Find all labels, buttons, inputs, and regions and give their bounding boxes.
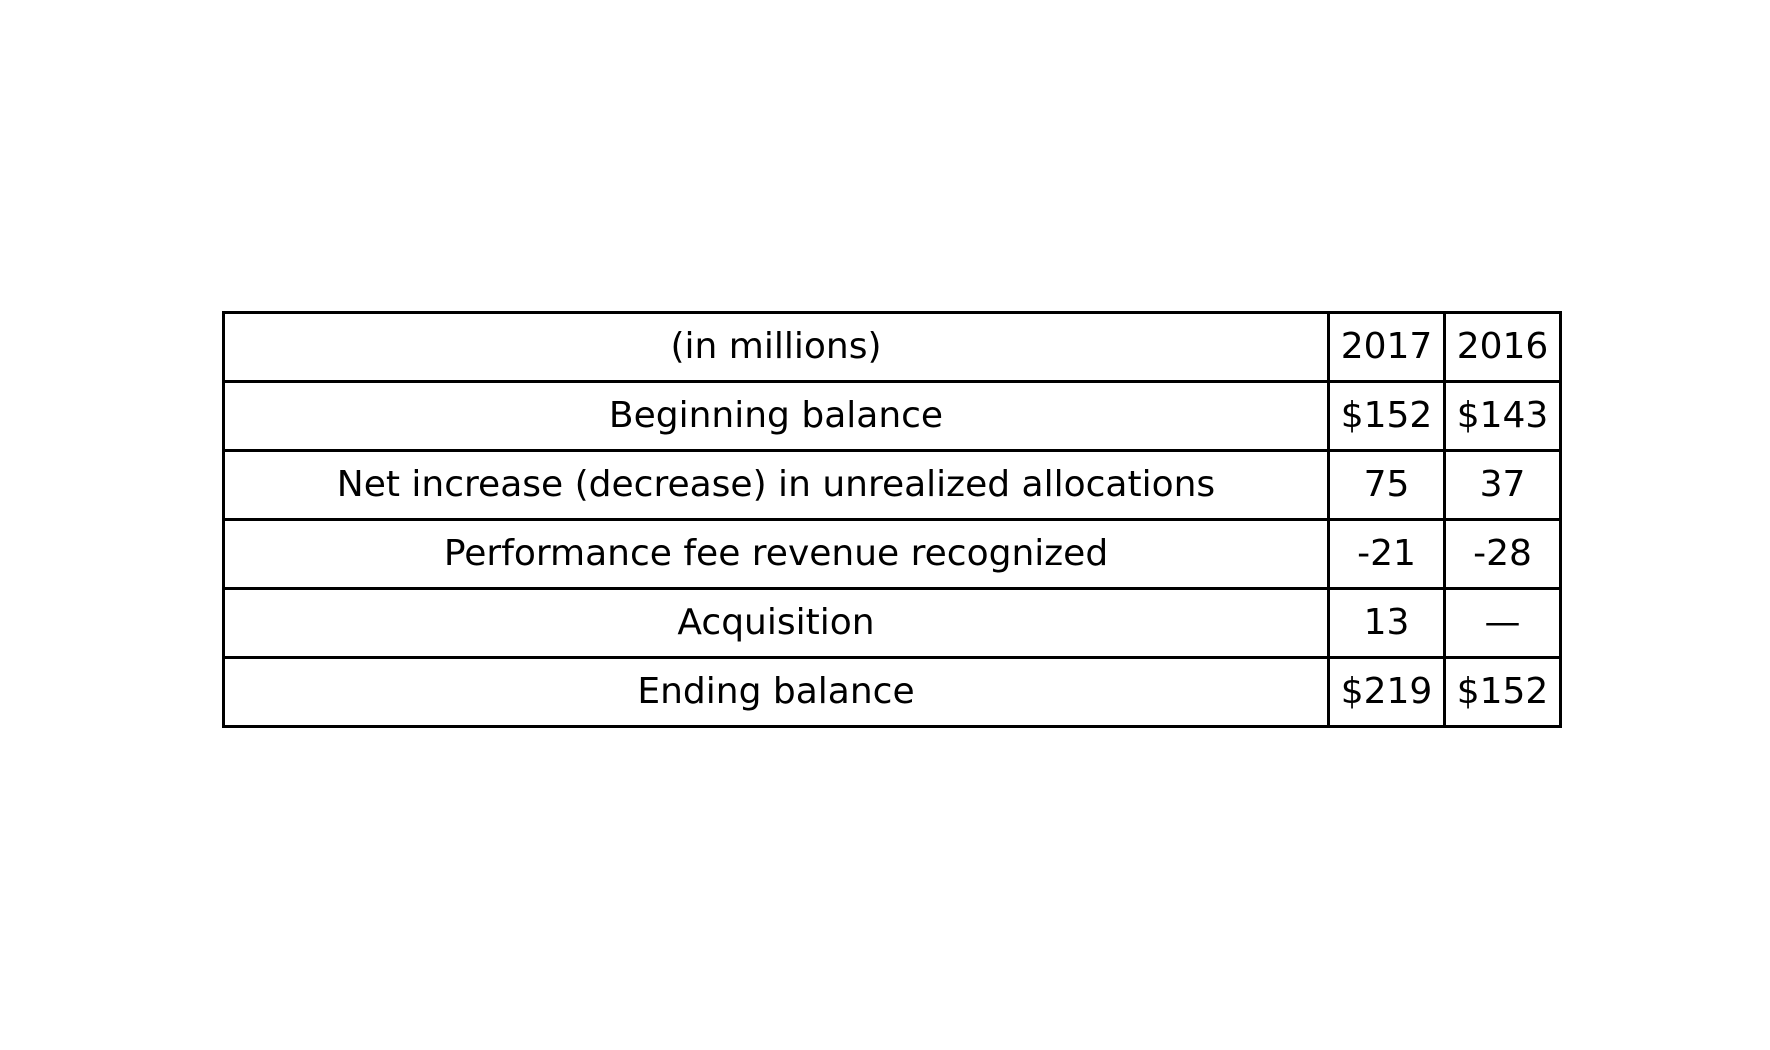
table-header-row: (in millions) 2017 2016 xyxy=(222,311,1562,383)
row-label-cell: Acquisition xyxy=(222,587,1330,659)
value-2016-cell: $143 xyxy=(1443,380,1562,452)
value-2016-cell: -28 xyxy=(1443,518,1562,590)
value-2017-cell: $219 xyxy=(1327,656,1446,728)
table-row: Acquisition 13 — xyxy=(222,587,1562,659)
financial-table: (in millions) 2017 2016 Beginning balanc… xyxy=(222,311,1562,728)
header-2017-cell: 2017 xyxy=(1327,311,1446,383)
value-2017-cell: 75 xyxy=(1327,449,1446,521)
table-row: Ending balance $219 $152 xyxy=(222,656,1562,728)
value-2016-cell: 37 xyxy=(1443,449,1562,521)
table-row: Performance fee revenue recognized -21 -… xyxy=(222,518,1562,590)
row-label-cell: Ending balance xyxy=(222,656,1330,728)
table-row: Net increase (decrease) in unrealized al… xyxy=(222,449,1562,521)
value-2016-cell: $152 xyxy=(1443,656,1562,728)
value-2017-cell: $152 xyxy=(1327,380,1446,452)
value-2017-cell: -21 xyxy=(1327,518,1446,590)
value-2017-cell: 13 xyxy=(1327,587,1446,659)
header-label-cell: (in millions) xyxy=(222,311,1330,383)
row-label-cell: Performance fee revenue recognized xyxy=(222,518,1330,590)
row-label-cell: Net increase (decrease) in unrealized al… xyxy=(222,449,1330,521)
value-2016-cell: — xyxy=(1443,587,1562,659)
row-label-cell: Beginning balance xyxy=(222,380,1330,452)
header-2016-cell: 2016 xyxy=(1443,311,1562,383)
financial-table-container: (in millions) 2017 2016 Beginning balanc… xyxy=(222,311,1562,728)
table-row: Beginning balance $152 $143 xyxy=(222,380,1562,452)
